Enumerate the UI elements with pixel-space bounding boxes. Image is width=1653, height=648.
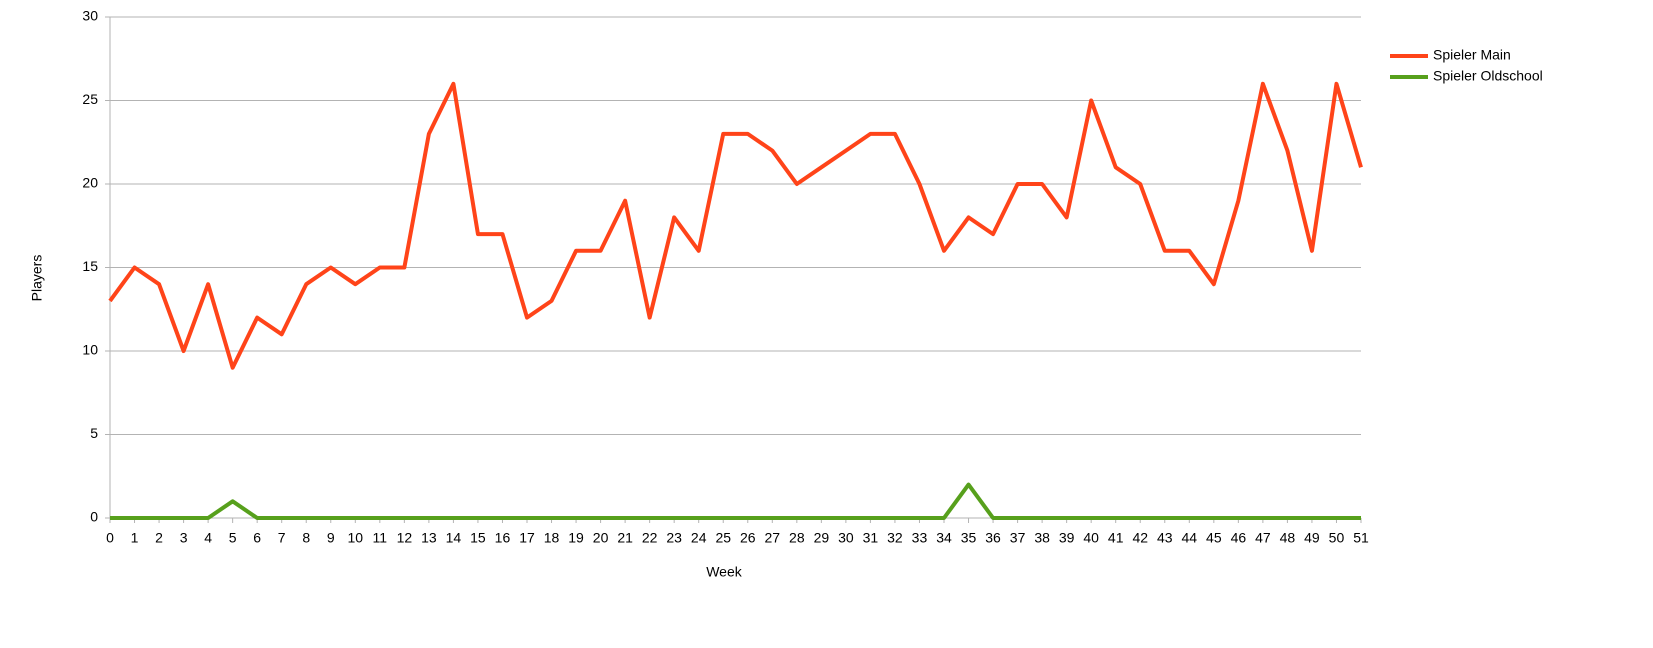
x-tick-label: 25 (715, 530, 731, 546)
legend-label: Spieler Main (1433, 47, 1511, 63)
x-tick-label: 12 (397, 530, 413, 546)
x-tick-label: 9 (327, 530, 335, 546)
y-tick-label: 30 (82, 8, 98, 24)
legend-label: Spieler Oldschool (1433, 68, 1543, 84)
x-tick-label: 45 (1206, 530, 1222, 546)
y-tick-label: 20 (82, 175, 98, 191)
series-line (110, 482, 1361, 520)
y-tick-label: 15 (82, 258, 98, 274)
x-tick-label: 50 (1329, 530, 1345, 546)
x-tick-label: 51 (1353, 530, 1369, 546)
x-tick-label: 37 (1010, 530, 1026, 546)
x-tick-label: 20 (593, 530, 609, 546)
y-tick-label: 5 (90, 425, 98, 441)
x-tick-label: 49 (1304, 530, 1320, 546)
x-tick-label: 22 (642, 530, 658, 546)
x-tick-label: 21 (617, 530, 633, 546)
x-tick-label: 41 (1108, 530, 1124, 546)
x-tick-label: 44 (1182, 530, 1198, 546)
x-tick-label: 18 (544, 530, 560, 546)
x-tick-label: 47 (1255, 530, 1271, 546)
x-tick-label: 32 (887, 530, 903, 546)
x-tick-label: 43 (1157, 530, 1173, 546)
x-tick-label: 35 (961, 530, 977, 546)
x-tick-label: 40 (1083, 530, 1099, 546)
x-tick-label: 42 (1132, 530, 1148, 546)
x-tick-label: 33 (912, 530, 928, 546)
y-axis-label: Players (29, 255, 45, 302)
x-tick-label: 10 (348, 530, 364, 546)
x-tick-label: 13 (421, 530, 437, 546)
x-tick-label: 46 (1231, 530, 1247, 546)
x-tick-label: 23 (666, 530, 682, 546)
y-tick-label: 0 (90, 509, 98, 525)
y-tick-label: 10 (82, 342, 98, 358)
x-tick-label: 19 (568, 530, 584, 546)
x-tick-label: 3 (180, 530, 188, 546)
x-tick-label: 11 (373, 530, 388, 546)
x-tick-label: 48 (1280, 530, 1296, 546)
x-tick-label: 0 (106, 530, 114, 546)
x-tick-label: 16 (495, 530, 511, 546)
x-tick-label: 14 (446, 530, 462, 546)
x-tick-label: 26 (740, 530, 756, 546)
x-tick-label: 17 (519, 530, 535, 546)
x-tick-label: 28 (789, 530, 805, 546)
x-tick-label: 24 (691, 530, 707, 546)
x-tick-label: 30 (838, 530, 854, 546)
x-tick-label: 27 (765, 530, 781, 546)
x-tick-label: 34 (936, 530, 952, 546)
x-tick-label: 1 (131, 530, 139, 546)
x-tick-label: 7 (278, 530, 286, 546)
x-tick-label: 36 (985, 530, 1001, 546)
x-axis-label: Week (706, 564, 743, 580)
x-tick-label: 4 (204, 530, 212, 546)
y-tick-label: 25 (82, 91, 98, 107)
x-tick-label: 39 (1059, 530, 1075, 546)
x-tick-label: 8 (302, 530, 310, 546)
x-tick-label: 15 (470, 530, 486, 546)
x-tick-label: 6 (253, 530, 261, 546)
x-tick-label: 31 (863, 530, 879, 546)
x-tick-label: 29 (814, 530, 830, 546)
series-line (108, 81, 1363, 370)
x-tick-label: 5 (229, 530, 237, 546)
x-tick-label: 2 (155, 530, 163, 546)
x-tick-label: 38 (1034, 530, 1050, 546)
